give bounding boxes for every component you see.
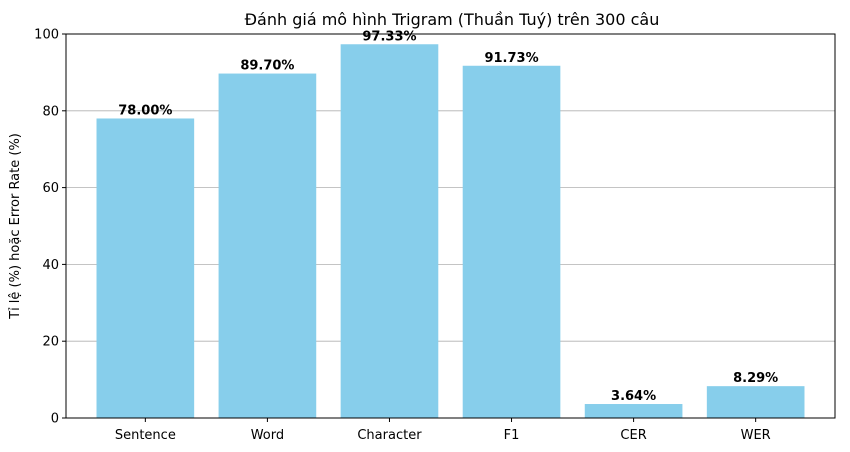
bar	[584, 404, 683, 418]
y-tick-label: 100	[34, 28, 59, 43]
y-tick-label: 40	[42, 258, 59, 273]
data-label: 8.29%	[733, 371, 778, 386]
bar	[462, 65, 561, 418]
bars	[96, 44, 805, 418]
bar	[706, 386, 805, 418]
y-axis-label: Tỉ lệ (%) hoặc Error Rate (%)	[8, 133, 23, 320]
bar	[96, 118, 195, 418]
x-tick-label: Character	[357, 428, 422, 443]
chart-title: Đánh giá mô hình Trigram (Thuần Tuý) trê…	[245, 10, 660, 29]
x-tick-label: CER	[620, 428, 646, 443]
plot-frame	[65, 33, 836, 419]
data-label: 78.00%	[118, 103, 172, 118]
x-tick-label: Sentence	[115, 428, 176, 443]
data-label: 89.70%	[240, 59, 294, 74]
x-tick-label: F1	[504, 428, 520, 443]
x-tick-label: WER	[741, 428, 771, 443]
y-tick-label: 0	[51, 412, 59, 427]
x-axis-ticks: Sentence Word Character F1 CER WER	[115, 418, 771, 443]
data-label: 91.73%	[484, 51, 538, 66]
y-tick-label: 60	[42, 181, 59, 196]
y-tick-label: 80	[42, 104, 59, 119]
data-label: 97.33%	[362, 29, 416, 44]
bar	[340, 44, 439, 418]
y-axis-ticks: 0 20 40 60 80 100	[34, 28, 66, 427]
y-tick-label: 20	[42, 335, 59, 350]
bar	[218, 73, 317, 418]
data-label: 3.64%	[611, 389, 656, 404]
data-labels: 78.00% 89.70% 97.33% 91.73% 3.64% 8.29%	[118, 29, 778, 404]
x-tick-label: Word	[251, 428, 284, 443]
